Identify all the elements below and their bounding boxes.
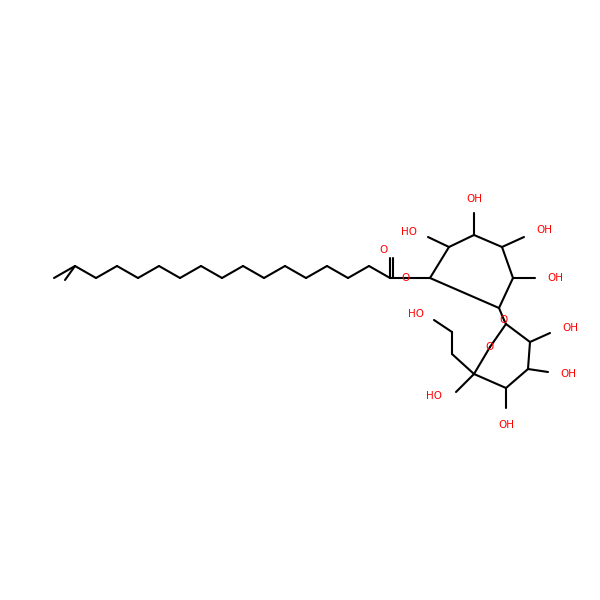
Text: OH: OH	[562, 323, 578, 333]
Text: HO: HO	[401, 227, 417, 237]
Text: HO: HO	[408, 309, 424, 319]
Text: OH: OH	[560, 369, 576, 379]
Text: OH: OH	[536, 225, 552, 235]
Text: O: O	[379, 245, 387, 255]
Text: O: O	[402, 273, 410, 283]
Text: O: O	[500, 315, 508, 325]
Text: OH: OH	[466, 194, 482, 204]
Text: OH: OH	[498, 420, 514, 430]
Text: O: O	[486, 342, 494, 352]
Text: HO: HO	[426, 391, 442, 401]
Text: OH: OH	[547, 273, 563, 283]
